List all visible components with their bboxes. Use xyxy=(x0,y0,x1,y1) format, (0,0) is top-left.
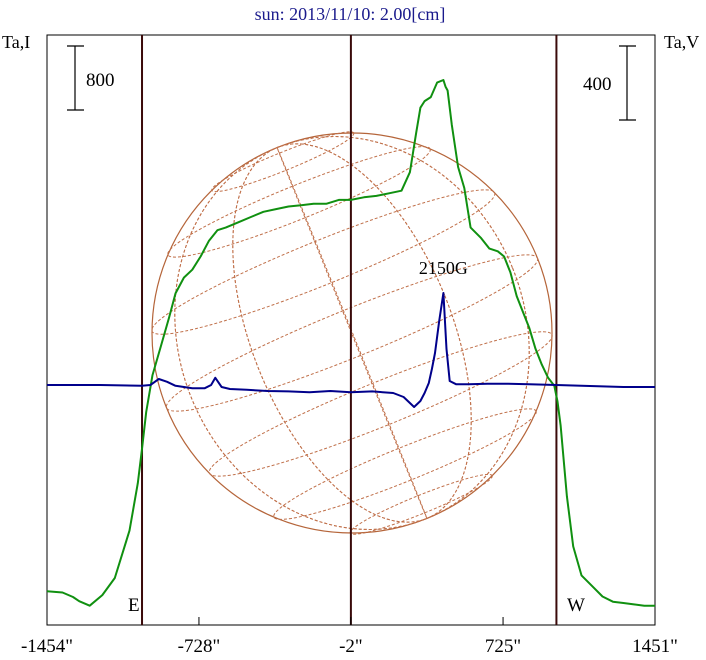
heliographic-grid xyxy=(151,131,553,535)
x-tick-label: -1454" xyxy=(21,636,73,657)
right-axis-label: Ta,V xyxy=(664,32,699,52)
x-tick-label: 1451" xyxy=(632,636,678,657)
x-tick-label: -728" xyxy=(178,636,221,657)
longitude-line xyxy=(276,147,428,519)
x-tick-label: 725" xyxy=(485,636,521,657)
left-scale-bar xyxy=(67,45,84,111)
west-limb-label: W xyxy=(567,595,585,616)
x-axis-ticks: -1454" -728" -2" 725" 1451" xyxy=(21,617,678,657)
right-scale-label: 400 xyxy=(583,74,612,95)
longitude-line xyxy=(174,136,530,530)
solar-disk xyxy=(151,131,553,535)
x-tick-label: -2" xyxy=(339,636,363,657)
left-axis-label: Ta,I xyxy=(2,32,30,52)
east-limb-label: E xyxy=(128,595,140,616)
polarization-series-line xyxy=(47,292,655,408)
left-scale-label: 800 xyxy=(86,70,115,91)
field-annotation: 2150G xyxy=(419,258,468,278)
latitude-line xyxy=(167,146,431,258)
latitude-line xyxy=(211,131,355,193)
chart-title: sun: 2013/11/10: 2.00[cm] xyxy=(255,4,446,24)
latitude-line xyxy=(273,408,537,520)
reference-lines xyxy=(141,35,558,625)
series-layer xyxy=(46,79,655,607)
right-scale-bar xyxy=(619,45,636,121)
intensity-series-line xyxy=(46,79,655,607)
